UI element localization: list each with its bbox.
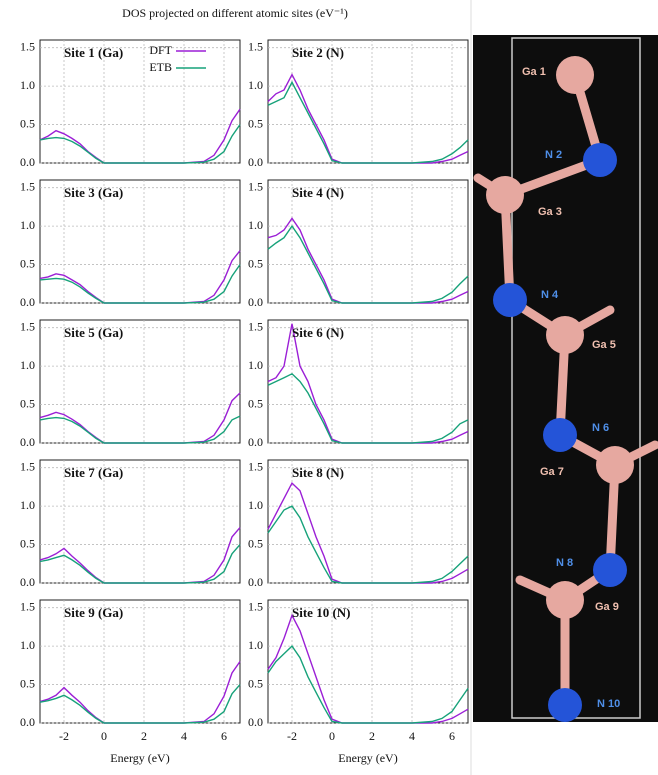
y-tick-label: 0.0: [20, 295, 35, 309]
panel: 0.0 0.5 1.0 1.5 Site 6 (N): [248, 319, 468, 448]
atom-label: N 10: [597, 698, 620, 710]
y-tick-label: 0.5: [248, 536, 263, 550]
y-tick-label: 0.5: [20, 536, 35, 550]
figure-title: DOS projected on different atomic sites …: [122, 6, 348, 20]
atom-label: Ga 1: [522, 66, 546, 78]
y-tick-label: 1.0: [20, 358, 35, 372]
y-tick-label: 1.5: [248, 179, 263, 193]
panel: 0.0 0.5 1.0 1.5 -2 0 2 4 6 Site 9 (Ga): [20, 599, 240, 742]
y-tick-label: 0.5: [20, 116, 35, 130]
y-tick-label: 0.0: [248, 715, 263, 729]
y-tick-label: 1.5: [20, 179, 35, 193]
y-tick-label: 1.0: [248, 78, 263, 92]
y-tick-label: 0.0: [20, 575, 35, 589]
y-tick-label: 1.5: [20, 39, 35, 53]
panel-title: Site 1 (Ga): [64, 45, 123, 60]
y-tick-label: 0.0: [20, 435, 35, 449]
y-tick-label: 1.0: [20, 78, 35, 92]
panel: 0.0 0.5 1.0 1.5 Site 8 (N): [248, 459, 468, 588]
panel: 0.0 0.5 1.0 1.5 Site 2 (N): [248, 39, 468, 168]
panel-title: Site 4 (N): [292, 185, 344, 200]
panel: 0.0 0.5 1.0 1.5 -2 0 2 4 6 Site 10 (N) Energy (eV): [248, 599, 468, 764]
panel: 0.0 0.5 1.0 1.5 Site 4 (N): [248, 179, 468, 308]
y-tick-label: 1.5: [20, 459, 35, 473]
x-tick-label: 0: [329, 729, 335, 743]
x-tick-label: -2: [287, 729, 297, 743]
x-tick-label: 2: [369, 729, 375, 743]
figure: DOS projected on different atomic sites …: [0, 0, 658, 775]
panel-title: Site 5 (Ga): [64, 325, 123, 340]
panel-title: Site 7 (Ga): [64, 465, 123, 480]
atom-label: Ga 9: [595, 601, 619, 613]
y-tick-label: 1.0: [248, 358, 263, 372]
panel-title: Site 6 (N): [292, 325, 344, 340]
y-tick-label: 0.0: [20, 155, 35, 169]
x-tick-label: 4: [409, 729, 415, 743]
y-tick-label: 0.5: [248, 116, 263, 130]
y-tick-label: 0.0: [248, 155, 263, 169]
panel: 0.0 0.5 1.0 1.5 Site 1 (Ga) DFT ETB: [20, 39, 240, 168]
atom-label: N 4: [541, 289, 559, 301]
y-tick-label: 0.5: [20, 676, 35, 690]
y-tick-label: 1.5: [248, 599, 263, 613]
y-tick-label: 1.0: [248, 218, 263, 232]
atom-label: N 8: [556, 557, 573, 569]
y-tick-label: 0.0: [248, 575, 263, 589]
x-tick-label: 0: [101, 729, 107, 743]
x-tick-label: 2: [141, 729, 147, 743]
y-tick-label: 0.0: [248, 295, 263, 309]
x-tick-label: 6: [449, 729, 455, 743]
structure-image: Ga 1 N 2 Ga 3 N 4 Ga 5 N 6 Ga 7 N 8 Ga 9…: [473, 35, 658, 722]
y-tick-label: 1.0: [248, 638, 263, 652]
x-axis-label: Energy (eV): [110, 751, 169, 765]
atom-label: N 6: [592, 422, 609, 434]
y-tick-label: 0.0: [248, 435, 263, 449]
y-tick-label: 1.0: [20, 218, 35, 232]
x-tick-label: -2: [59, 729, 69, 743]
panel: 0.0 0.5 1.0 1.5 Site 5 (Ga): [20, 319, 240, 448]
y-tick-label: 1.5: [20, 599, 35, 613]
atom-label: Ga 5: [592, 339, 616, 351]
panel-title: Site 8 (N): [292, 465, 344, 480]
panel: 0.0 0.5 1.0 1.5 Site 7 (Ga): [20, 459, 240, 588]
panel: 0.0 0.5 1.0 1.5 Site 3 (Ga): [20, 179, 240, 308]
y-tick-label: 1.0: [20, 498, 35, 512]
y-tick-label: 0.0: [20, 715, 35, 729]
y-tick-label: 1.0: [248, 498, 263, 512]
panel-title: Site 10 (N): [292, 605, 351, 620]
panel-title: Site 2 (N): [292, 45, 344, 60]
x-axis-label: Energy (eV): [338, 751, 397, 765]
y-tick-label: 1.5: [248, 39, 263, 53]
legend-label: DFT: [149, 43, 172, 57]
legend-label: ETB: [149, 60, 172, 74]
x-tick-label: 4: [181, 729, 187, 743]
atom-label: Ga 3: [538, 206, 562, 218]
panel-title: Site 9 (Ga): [64, 605, 123, 620]
y-tick-label: 0.5: [248, 256, 263, 270]
atom-label: Ga 7: [540, 466, 564, 478]
y-tick-label: 0.5: [20, 256, 35, 270]
y-tick-label: 1.0: [20, 638, 35, 652]
y-tick-label: 0.5: [20, 396, 35, 410]
x-tick-label: 6: [221, 729, 227, 743]
y-tick-label: 1.5: [248, 319, 263, 333]
y-tick-label: 0.5: [248, 676, 263, 690]
y-tick-label: 1.5: [248, 459, 263, 473]
atom-label: N 2: [545, 149, 562, 161]
y-tick-label: 0.5: [248, 396, 263, 410]
panel-title: Site 3 (Ga): [64, 185, 123, 200]
y-tick-label: 1.5: [20, 319, 35, 333]
